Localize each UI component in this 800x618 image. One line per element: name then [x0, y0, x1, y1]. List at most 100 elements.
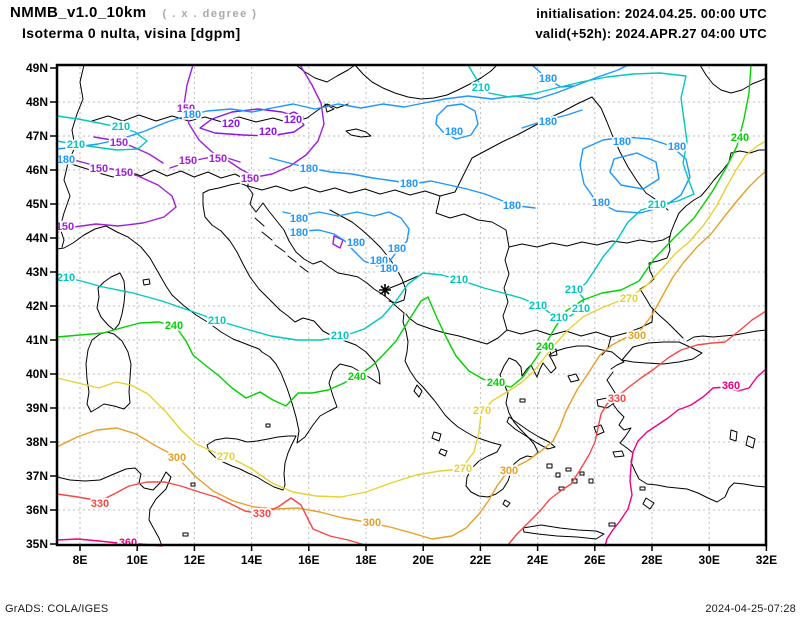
contour-label-210: 210 — [472, 82, 490, 94]
y-tick-label: 38N — [26, 435, 48, 449]
contour-label-150: 150 — [179, 155, 197, 167]
contour-330-west — [56, 481, 366, 546]
border-prut — [591, 96, 669, 211]
border-dinaric — [329, 209, 407, 304]
contour-label-240: 240 — [536, 341, 554, 353]
contour-180-seg-b — [521, 109, 583, 129]
contour-label-150: 150 — [90, 163, 108, 175]
contour-360-main — [604, 368, 767, 547]
grads-credit: GrADS: COLA/IGES — [5, 603, 109, 615]
coastline-main — [56, 182, 613, 498]
contour-label-180: 180 — [445, 126, 463, 138]
border-danube — [435, 195, 671, 248]
x-tick-label: 10E — [127, 553, 148, 567]
coastline-tunisia — [56, 467, 172, 547]
initialisation-time: initialisation: 2024.04.25. 00:00 UTC — [536, 6, 767, 21]
coastline-gallipoli — [610, 351, 625, 370]
lake-balaton — [345, 128, 372, 138]
isoline-layer — [56, 64, 767, 547]
anatolian-lakes — [729, 429, 756, 449]
y-tick-label: 47N — [26, 129, 48, 143]
station-marker — [379, 284, 391, 296]
contour-label-330: 330 — [91, 498, 109, 510]
header-right: initialisation: 2024.04.25. 00:00 UTC va… — [535, 4, 767, 44]
x-tick-label: 26E — [584, 553, 605, 567]
y-tick-label: 35N — [26, 537, 48, 551]
contour-180-bosnia — [282, 211, 410, 267]
y-tick-label: 42N — [26, 299, 48, 313]
contour-label-150: 150 — [115, 167, 133, 179]
x-tick-label: 24E — [527, 553, 548, 567]
contour-label-180: 180 — [539, 116, 557, 128]
y-tick-label: 49N — [26, 61, 48, 75]
contour-150-alps — [183, 64, 325, 178]
contour-label-150: 150 — [177, 103, 195, 115]
contour-label-360: 360 — [119, 537, 137, 549]
contour-150-speck — [332, 235, 344, 249]
contour-label-240: 240 — [487, 377, 505, 389]
contour-150-seg1 — [93, 136, 164, 164]
x-tick-label: 8E — [73, 553, 88, 567]
contour-150-west — [56, 157, 177, 233]
contour-label-330: 330 — [253, 508, 271, 520]
x-tick-label: 32E — [756, 553, 777, 567]
x-tick-label: 28E — [641, 553, 662, 567]
contour-180-romania-outer — [579, 136, 691, 214]
border-slovakia-arc — [354, 64, 498, 100]
contour-label-180: 180 — [380, 263, 398, 275]
x-tick-label: 22E — [470, 553, 491, 567]
border-central-europe — [91, 103, 349, 124]
ionian-islands — [413, 384, 511, 508]
x-tick-label: 20E — [413, 553, 434, 567]
border-pannonia — [247, 96, 593, 197]
contour-label-210: 210 — [57, 272, 75, 284]
contour-label-120: 120 — [222, 118, 240, 130]
x-tick-label: 18E — [355, 553, 376, 567]
contour-label-180: 180 — [347, 237, 365, 249]
contour-label-210: 210 — [331, 330, 349, 342]
contour-label-270: 270 — [454, 463, 472, 475]
island-sicily — [206, 435, 297, 491]
contour-label-300: 300 — [500, 465, 518, 477]
contour-label-300: 300 — [628, 330, 646, 342]
contour-label-180: 180 — [370, 255, 388, 267]
contour-label-210: 210 — [67, 139, 85, 151]
axes: 49N 48N 47N 46N 45N 44N 43N 42N 41N 40N 39N 38N 37N 3… — [26, 61, 777, 567]
generation-timestamp: 2024-04-25-07:28 — [705, 603, 796, 615]
valid-time: valid(+52h): 2024.APR.27 04:00 UTC — [535, 26, 767, 41]
border-serbia-bulgaria — [405, 246, 510, 345]
contour-label-210: 210 — [565, 284, 583, 296]
contour-label-180: 180 — [290, 227, 308, 239]
contour-330-east — [507, 310, 767, 546]
y-tick-label: 44N — [26, 231, 48, 245]
y-tick-label: 39N — [26, 401, 48, 415]
contour-label-150: 150 — [209, 153, 227, 165]
contour-180-hungary-blob — [435, 103, 479, 140]
contour-180-slavonia — [269, 157, 536, 209]
header-left: NMMB_v1.0_10km ( . x . degree ) Isoterma … — [10, 4, 257, 41]
contour-label-120: 120 — [259, 126, 277, 138]
x-tick-label: 12E — [184, 553, 205, 567]
x-tick-label: 30E — [699, 553, 720, 567]
contour-180-seg-a — [531, 64, 574, 88]
contour-label-150: 150 — [110, 137, 128, 149]
contour-210-west — [56, 115, 148, 151]
y-tick-label: 45N — [26, 197, 48, 211]
contour-label-270: 270 — [620, 293, 638, 305]
x-tick-label: 16E — [298, 553, 319, 567]
y-tick-label: 48N — [26, 95, 48, 109]
contour-label-270: 270 — [473, 405, 491, 417]
y-tick-label: 46N — [26, 163, 48, 177]
contour-label-180: 180 — [400, 178, 418, 190]
contour-label-180: 180 — [388, 243, 406, 255]
map-frame — [55, 63, 768, 547]
contour-120-inner — [283, 111, 304, 125]
island-crete — [522, 524, 605, 540]
island-sardinia — [85, 331, 132, 413]
y-tick-label: 37N — [26, 469, 48, 483]
contour-label-150: 150 — [56, 221, 74, 233]
x-tick-label: 14E — [241, 553, 262, 567]
plot-subtitle: Isoterma 0 nulta, visina [dgpm] — [22, 25, 241, 41]
